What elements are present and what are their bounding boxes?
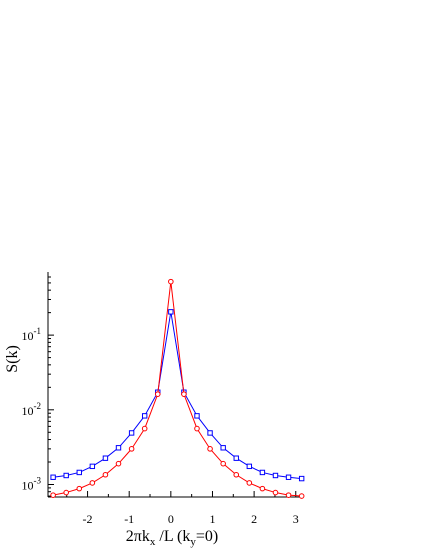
x-tick-label: -1 xyxy=(124,512,134,526)
y-tick-label: 10-1 xyxy=(22,326,42,343)
data-point-square xyxy=(76,469,82,476)
data-point-circle xyxy=(76,485,83,492)
series-circle xyxy=(50,278,305,499)
x-tick-label: 3 xyxy=(293,512,299,526)
data-point-circle xyxy=(154,391,161,397)
data-point-circle xyxy=(168,278,174,285)
data-point-circle xyxy=(285,492,292,498)
data-point-circle xyxy=(233,471,240,478)
data-point-circle xyxy=(115,460,122,467)
data-point-square xyxy=(207,430,213,436)
data-point-square xyxy=(220,445,226,451)
data-point-circle xyxy=(272,489,279,496)
data-point-circle xyxy=(181,391,187,397)
data-point-circle xyxy=(194,425,200,432)
data-point-square xyxy=(63,472,69,479)
data-point-circle xyxy=(141,425,148,432)
data-point-square xyxy=(115,445,122,451)
x-tick-label: 2 xyxy=(251,512,257,526)
data-point-circle xyxy=(259,485,266,492)
data-point-square xyxy=(50,474,56,480)
x-axis-label: 2πkx /L (ky=0) xyxy=(126,528,218,548)
data-point-circle xyxy=(102,471,109,478)
x-tick-label: 0 xyxy=(168,512,174,526)
data-point-square xyxy=(233,455,239,461)
data-point-circle xyxy=(63,489,69,496)
data-point-square xyxy=(246,463,253,470)
data-point-square xyxy=(285,474,292,480)
data-point-circle xyxy=(50,492,56,498)
data-point-circle xyxy=(207,446,213,452)
data-point-circle xyxy=(246,480,253,486)
data-point-square xyxy=(298,475,305,482)
data-point-square xyxy=(272,472,279,479)
data-point-square xyxy=(128,430,135,436)
data-point-circle xyxy=(220,460,226,467)
plot-axes xyxy=(47,272,302,498)
x-tick-label: 1 xyxy=(209,512,215,526)
data-point-square xyxy=(259,469,266,476)
data-point-circle xyxy=(89,480,96,486)
data-point-square xyxy=(194,413,200,419)
data-point-square xyxy=(102,455,109,461)
data-point-square xyxy=(89,463,96,470)
data-point-circle xyxy=(298,493,305,499)
y-tick-label: 10-2 xyxy=(22,401,42,418)
data-point-circle xyxy=(128,446,135,452)
series-layer xyxy=(50,278,305,499)
data-point-square xyxy=(168,309,174,315)
data-point-square xyxy=(141,413,148,419)
y-tick-label: 10-3 xyxy=(22,475,42,492)
axis-ticks: -2 -1 0 1 2 3 10-3 10-2 10-1 xyxy=(22,276,299,526)
y-axis-label: S(k) xyxy=(4,345,21,373)
x-tick-label: -2 xyxy=(83,512,93,526)
